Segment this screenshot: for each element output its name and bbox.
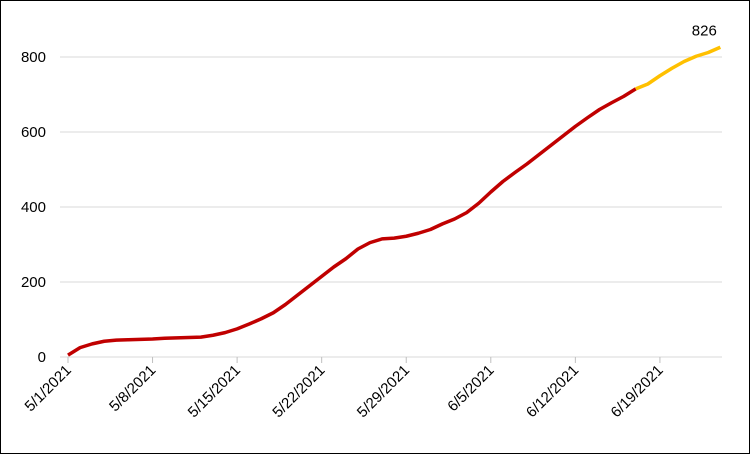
data-label: 826 [692,22,717,39]
y-tick-label: 600 [21,124,46,141]
y-tick-label: 200 [21,274,46,291]
line-series [67,87,637,357]
line-series [635,45,722,91]
y-tick-label: 800 [21,49,46,66]
y-tick-label: 400 [21,199,46,216]
y-tick-label: 0 [38,349,46,366]
